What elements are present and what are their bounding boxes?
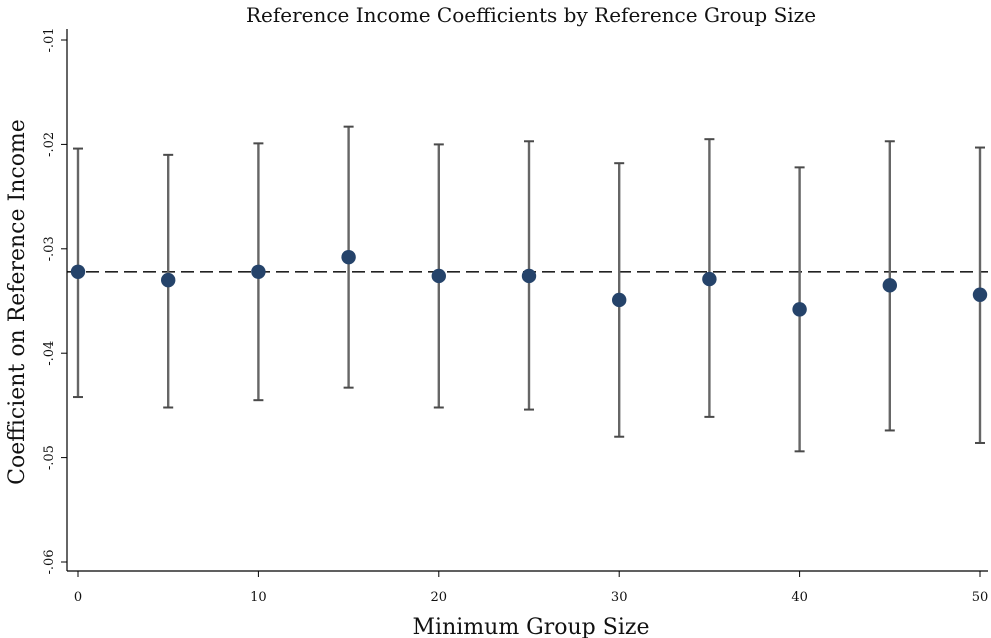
data-point — [341, 249, 356, 265]
x-tick-label: 0 — [74, 590, 82, 605]
data-point — [251, 264, 266, 279]
data-point — [972, 287, 988, 302]
x-tick-label: 20 — [431, 590, 448, 605]
data-point — [612, 292, 627, 308]
y-tick-label: -.03 — [42, 236, 57, 261]
data-point — [521, 268, 537, 284]
y-tick-label: -.06 — [42, 549, 57, 574]
data-point — [882, 278, 897, 293]
y-tick-label: -.01 — [42, 27, 57, 52]
x-axis-title: Minimum Group Size — [413, 615, 650, 638]
plot-area — [67, 125, 988, 453]
data-point — [70, 264, 86, 279]
chart-title: Reference Income Coefficients by Referen… — [246, 3, 816, 27]
data-point — [792, 302, 807, 317]
x-tick-label: 50 — [972, 590, 989, 605]
y-tick-label: -.02 — [42, 132, 57, 157]
x-tick-label: 30 — [611, 590, 628, 605]
y-tick-label: -.05 — [42, 445, 57, 470]
x-tick-label: 40 — [791, 590, 808, 605]
data-point — [161, 272, 176, 288]
axes: -.01 -.02 -.03 -.04 -.05 -.06 0 10 20 30 40 50 — [42, 27, 988, 605]
y-tick-label: -.04 — [42, 341, 57, 366]
y-axis-title: Coefficient on Reference Income — [5, 119, 30, 485]
x-tick-label: 10 — [250, 590, 267, 605]
data-point — [702, 271, 717, 287]
data-point — [431, 268, 446, 284]
